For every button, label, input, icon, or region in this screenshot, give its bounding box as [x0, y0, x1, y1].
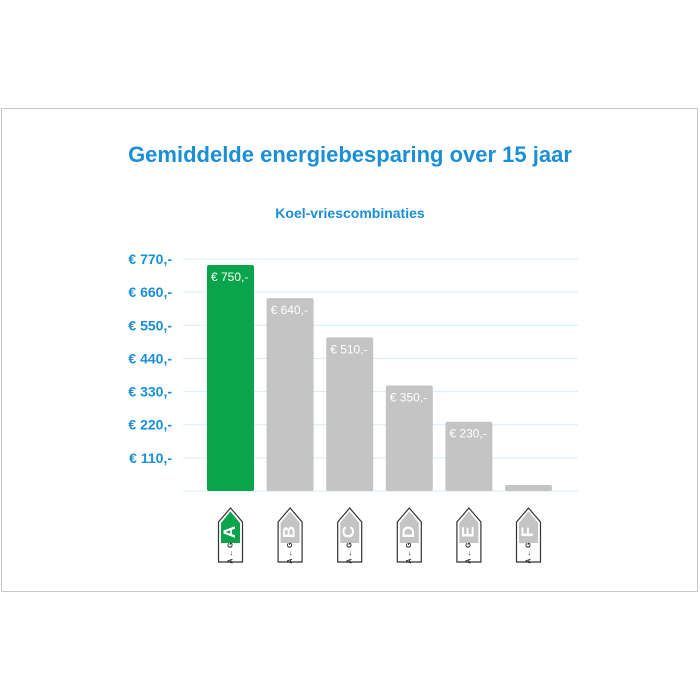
- energy-label-C: C A ← G: [337, 507, 363, 564]
- energy-label-fill: [519, 511, 538, 543]
- energy-label-F: F A ← G: [515, 507, 542, 564]
- y-tick-label: € 660,-: [128, 284, 172, 300]
- bar-value-label: € 510,-: [330, 342, 367, 356]
- y-tick-label: € 550,-: [128, 317, 172, 333]
- energy-label-fill: [221, 511, 240, 543]
- energy-label-A: A A ← G: [217, 507, 244, 564]
- energy-label-letter: D: [399, 526, 418, 538]
- bar-A: [207, 265, 254, 491]
- energy-label-fill: [280, 511, 300, 543]
- energy-label-fill: [459, 511, 479, 543]
- y-tick-label: € 330,-: [128, 384, 172, 400]
- energy-labels: A A ← G B A ← G C A ← G D A ← G E A ← G F A ← G: [217, 507, 542, 564]
- energy-label-scale: A ← G: [287, 542, 294, 564]
- bars: € 750,- € 640,- € 510,- € 350,- € 230,-: [207, 265, 552, 491]
- energy-label-fill: [340, 511, 360, 543]
- energy-label-letter: E: [458, 526, 477, 537]
- chart-title: Gemiddelde energiebesparing over 15 jaar: [128, 142, 572, 167]
- bar-E: [445, 421, 493, 491]
- energy-label-E: E A ← G: [456, 507, 482, 564]
- chart-subtitle: Koel-vriescombinaties: [275, 205, 425, 221]
- energy-label-letter: B: [280, 526, 299, 538]
- energy-label-fill: [399, 511, 419, 543]
- bar-C: [326, 337, 374, 491]
- y-tick-label: € 770,-: [128, 251, 172, 267]
- bar-value-label: € 350,-: [390, 391, 427, 405]
- energy-label-scale: A ← G: [227, 542, 234, 564]
- energy-label-scale: A ← G: [406, 542, 413, 564]
- energy-label-B: B A ← G: [277, 507, 303, 564]
- y-tick-label: € 220,-: [128, 417, 172, 433]
- bar-value-label: € 640,-: [271, 303, 308, 317]
- bar-value-label: € 750,-: [211, 270, 248, 284]
- y-tick-label: € 440,-: [128, 350, 172, 366]
- energy-label-scale: A ← G: [347, 542, 354, 564]
- energy-label-letter: C: [339, 526, 358, 538]
- y-tick-label: € 110,-: [129, 450, 172, 466]
- bar-value-label: € 230,-: [449, 427, 486, 441]
- energy-label-scale: A ← G: [525, 542, 532, 564]
- energy-label-letter: A: [220, 526, 239, 538]
- bar-F: [505, 484, 552, 491]
- bar-D: [385, 385, 433, 491]
- y-axis-ticks: € 770,- € 660,- € 550,- € 440,- € 330,- € 220…: [128, 251, 172, 466]
- energy-label-D: D A ← G: [396, 507, 422, 564]
- energy-label-scale: A ← G: [466, 542, 473, 564]
- bar-B: [266, 298, 314, 491]
- energy-label-letter: F: [518, 527, 537, 537]
